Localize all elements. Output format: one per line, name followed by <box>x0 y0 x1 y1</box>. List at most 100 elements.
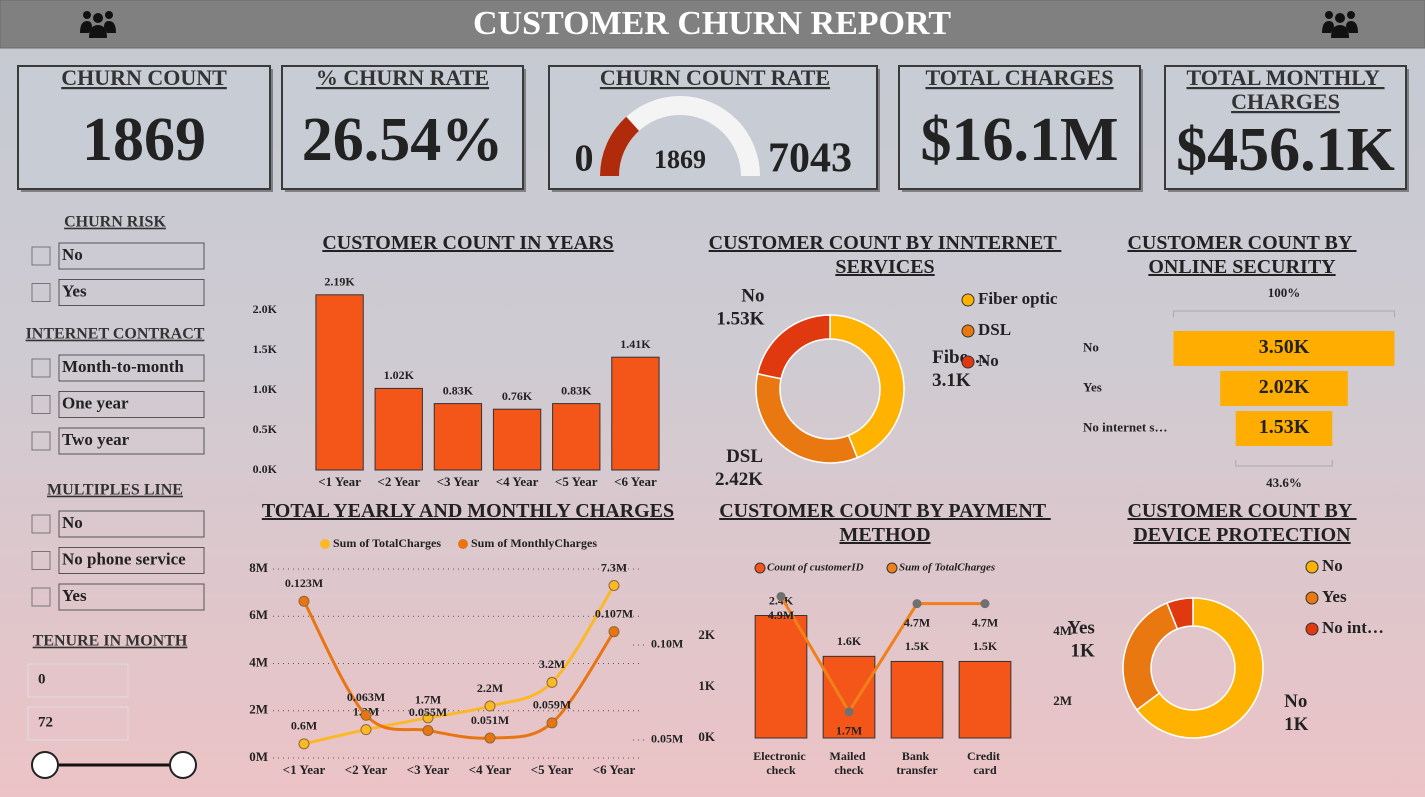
x-tick-label: <3 Year <box>437 474 480 489</box>
chart-title: TOTAL YEARLY AND MONTHLY CHARGES <box>262 500 674 522</box>
legend-marker <box>320 539 330 549</box>
y-tick-label: 1.5K <box>253 342 278 356</box>
line-series <box>779 595 985 715</box>
line-point <box>298 595 310 607</box>
chart-title: CHURN COUNT RATE <box>600 65 830 90</box>
option-box[interactable] <box>58 510 205 538</box>
value-label: 4.7M <box>904 615 930 629</box>
kpi-title: TOTAL MONTHLY CHARGES <box>1186 65 1384 114</box>
card <box>17 65 271 190</box>
filter-option[interactable]: Month-to-month <box>62 357 184 376</box>
y-tick-label: 0.5K <box>253 422 278 436</box>
y-tick-label: 2M <box>1053 693 1072 708</box>
legend-label: Sum of MonthlyCharges <box>471 536 597 550</box>
checkbox[interactable] <box>31 358 51 378</box>
gauge-track <box>600 96 760 176</box>
filter-option[interactable]: Yes <box>62 281 87 300</box>
option-box[interactable] <box>58 391 205 418</box>
filter-option[interactable]: One year <box>62 393 129 412</box>
top-label: 100% <box>1268 285 1301 300</box>
checkbox[interactable] <box>31 514 51 534</box>
value-label: 1.6K <box>837 634 862 648</box>
gauge-min: 0 <box>575 138 594 180</box>
funnel-bracket <box>1235 460 1333 467</box>
value-label: 0.83K <box>443 383 474 397</box>
bar <box>374 387 423 471</box>
card <box>1164 65 1407 190</box>
legend-label: Sum of TotalCharges <box>333 536 441 550</box>
option-box[interactable] <box>58 279 205 306</box>
line-point <box>422 724 434 736</box>
tenure-min-box[interactable] <box>27 663 129 698</box>
category-label: No internet s… <box>1083 419 1168 434</box>
value-label: 0.059M <box>533 698 571 712</box>
kpi-title: CHURN COUNT <box>61 65 227 90</box>
y-tick-label: 2M <box>249 702 268 717</box>
value-label: 1.5K <box>905 639 930 653</box>
value-label: 1.7M <box>836 723 862 737</box>
slider-handle[interactable] <box>169 751 197 779</box>
x-tick-label: <5 Year <box>555 474 598 489</box>
tenure-title: TENURE IN MONTH <box>33 633 188 650</box>
option-box[interactable] <box>58 427 205 455</box>
checkbox[interactable] <box>31 395 51 414</box>
checkbox[interactable] <box>31 283 51 302</box>
slice-value-label: 2.42K <box>715 469 763 490</box>
slice-label: No <box>741 286 764 307</box>
tenure-max-box[interactable] <box>27 706 129 741</box>
y-tick-label: 1.0K <box>253 382 278 396</box>
filter-option[interactable]: No <box>62 513 83 532</box>
filter-option[interactable]: Two year <box>62 430 130 449</box>
y-tick-label: 8M <box>249 560 268 575</box>
tenure-min[interactable]: 0 <box>38 671 46 687</box>
legend-marker <box>1305 591 1319 605</box>
line-point <box>546 676 558 688</box>
checkbox[interactable] <box>31 246 51 266</box>
option-box[interactable] <box>58 583 205 611</box>
line-point <box>422 712 434 724</box>
bar <box>890 660 944 739</box>
checkbox[interactable] <box>31 587 51 607</box>
checkbox[interactable] <box>31 551 51 570</box>
bar <box>315 294 364 471</box>
bar <box>433 403 483 471</box>
tenure-max[interactable]: 72 <box>38 714 53 730</box>
y-tick-label: 0K <box>698 729 716 744</box>
value-label: 0.123M <box>285 576 323 590</box>
filter-option[interactable]: No phone service <box>62 549 186 568</box>
legend-label: No <box>1322 556 1343 575</box>
line-point <box>608 626 620 638</box>
x-tick-label: <6 Year <box>614 474 657 489</box>
report-title: CUSTOMER CHURN REPORT <box>473 5 951 42</box>
line-point <box>484 732 496 744</box>
kpi-value: $456.1K <box>1176 116 1395 184</box>
line-point <box>484 700 496 712</box>
line-point <box>298 738 310 750</box>
option-box[interactable] <box>58 547 205 574</box>
option-box[interactable] <box>58 354 205 382</box>
legend-marker <box>961 324 975 338</box>
x-tick-label: <1 Year <box>318 474 361 489</box>
option-box[interactable] <box>58 242 205 270</box>
line-point <box>546 717 558 729</box>
value-label: 0.055M <box>409 705 447 719</box>
line-point <box>608 580 620 592</box>
legend-marker <box>754 562 766 574</box>
filter-option[interactable]: No <box>62 245 83 264</box>
x-tick-label: <4 Year <box>496 474 539 489</box>
value-label: 1.5K <box>973 639 998 653</box>
filter-option[interactable]: Yes <box>62 586 87 605</box>
checkbox[interactable] <box>31 431 51 451</box>
value-label: 0.107M <box>595 606 633 620</box>
y-tick-label: 0.0K <box>253 462 278 476</box>
legend-label: DSL <box>978 320 1011 339</box>
legend-label: Sum of TotalCharges <box>899 562 995 574</box>
slider-handle[interactable] <box>31 751 59 779</box>
slice-label: Yes <box>1067 618 1094 639</box>
bottom-label: 43.6% <box>1266 475 1302 490</box>
funnel-bar <box>1235 411 1333 446</box>
funnel-bar <box>1173 331 1395 366</box>
value-label: 3.50K <box>1259 336 1310 358</box>
donut-slice <box>1166 597 1194 630</box>
gauge-value-label: 1869 <box>654 145 706 174</box>
